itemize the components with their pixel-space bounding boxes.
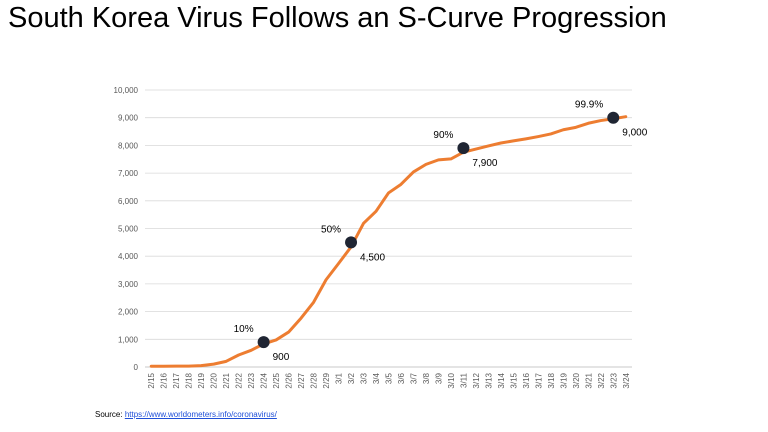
milestone-percent-label: 50% — [321, 224, 341, 235]
x-tick-label: 2/24 — [260, 372, 269, 388]
x-tick-label: 3/10 — [447, 372, 456, 388]
milestone-value-label: 4,500 — [360, 252, 385, 263]
x-tick-label: 3/15 — [509, 372, 518, 388]
y-tick-label: 1,000 — [118, 335, 139, 344]
milestone-value-label: 9,000 — [622, 128, 647, 139]
x-tick-label: 2/20 — [210, 372, 219, 388]
x-tick-label: 2/15 — [147, 372, 156, 388]
y-tick-label: 9,000 — [118, 114, 139, 123]
x-tick-label: 2/22 — [235, 372, 244, 388]
x-tick-label: 3/5 — [385, 372, 394, 384]
x-tick-label: 2/19 — [197, 372, 206, 388]
y-tick-label: 10,000 — [114, 86, 139, 95]
x-tick-label: 3/13 — [484, 372, 493, 388]
milestone-marker — [457, 142, 470, 155]
x-tick-label: 3/22 — [597, 372, 606, 388]
milestone-value-label: 900 — [273, 352, 290, 363]
milestone-percent-label: 90% — [433, 130, 453, 141]
y-tick-label: 5,000 — [118, 225, 139, 234]
x-tick-label: 3/17 — [534, 372, 543, 388]
x-tick-label: 3/20 — [572, 372, 581, 388]
slide-title: South Korea Virus Follows an S-Curve Pro… — [8, 2, 667, 34]
x-tick-label: 3/1 — [335, 372, 344, 384]
x-tick-label: 2/26 — [285, 372, 294, 388]
x-tick-label: 3/23 — [609, 372, 618, 388]
milestone-marker — [607, 111, 620, 124]
x-tick-label: 3/18 — [547, 372, 556, 388]
source-label: Source: — [95, 410, 123, 419]
y-tick-label: 0 — [134, 363, 139, 372]
x-tick-label: 2/16 — [160, 372, 169, 388]
y-tick-label: 8,000 — [118, 141, 139, 150]
y-tick-label: 6,000 — [118, 197, 139, 206]
x-tick-label: 3/8 — [422, 372, 431, 384]
x-tick-label: 3/16 — [522, 372, 531, 388]
milestone-marker — [257, 336, 270, 349]
x-tick-label: 3/12 — [472, 372, 481, 388]
y-tick-label: 2,000 — [118, 308, 139, 317]
x-tick-label: 3/3 — [360, 372, 369, 384]
x-tick-label: 3/9 — [434, 372, 443, 384]
x-tick-label: 2/29 — [322, 372, 331, 388]
x-tick-label: 2/21 — [222, 372, 231, 388]
source-note: Source: https://www.worldometers.info/co… — [95, 410, 277, 419]
source-link[interactable]: https://www.worldometers.info/coronaviru… — [124, 410, 277, 419]
milestone-percent-label: 99.9% — [575, 100, 603, 111]
x-tick-label: 3/19 — [559, 372, 568, 388]
milestone-percent-label: 10% — [234, 324, 254, 335]
milestone-marker — [345, 236, 358, 249]
x-tick-label: 3/11 — [459, 372, 468, 388]
x-tick-label: 3/7 — [409, 372, 418, 384]
x-tick-label: 3/14 — [497, 372, 506, 388]
y-tick-label: 7,000 — [118, 169, 139, 178]
series-line — [149, 115, 628, 368]
x-tick-label: 3/24 — [622, 372, 631, 388]
y-tick-label: 4,000 — [118, 252, 139, 261]
x-tick-label: 2/28 — [310, 372, 319, 388]
x-tick-label: 2/25 — [272, 372, 281, 388]
milestone-value-label: 7,900 — [472, 158, 497, 169]
y-tick-label: 3,000 — [118, 280, 139, 289]
x-tick-label: 3/6 — [397, 372, 406, 384]
x-tick-label: 2/27 — [297, 372, 306, 388]
x-tick-label: 2/17 — [172, 372, 181, 388]
x-tick-label: 3/2 — [347, 372, 356, 384]
x-tick-label: 2/18 — [185, 372, 194, 388]
x-tick-label: 3/4 — [372, 372, 381, 384]
x-tick-label: 2/23 — [247, 372, 256, 388]
x-tick-label: 3/21 — [584, 372, 593, 388]
